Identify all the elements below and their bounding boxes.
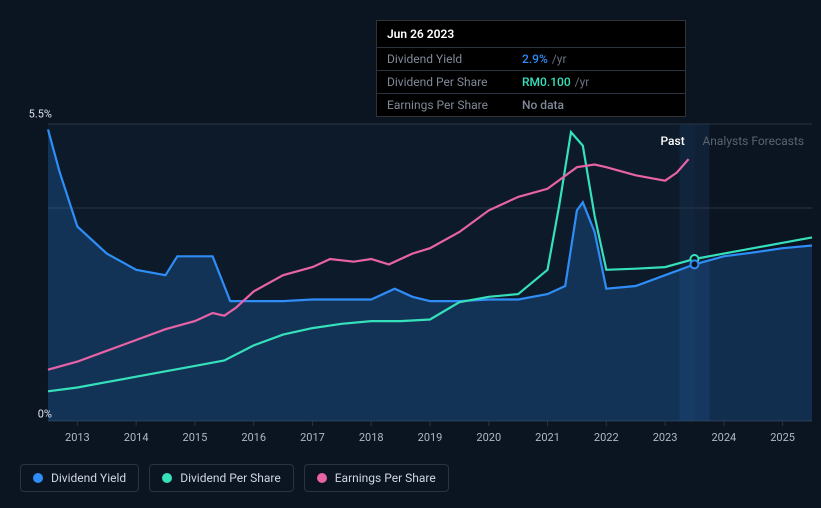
- tooltip-unit: /yr: [552, 52, 567, 66]
- x-axis-tick: 2022: [594, 431, 619, 444]
- tooltip-value: RM0.100: [522, 75, 571, 89]
- x-axis-tick: 2023: [653, 431, 678, 444]
- past-region-label: Past: [660, 134, 684, 148]
- legend-item-earnings-per-share[interactable]: Earnings Per Share: [304, 464, 449, 492]
- x-axis-tick: 2024: [711, 431, 736, 444]
- tooltip-label: Dividend Yield: [387, 52, 522, 66]
- tooltip-row-dividend-yield: Dividend Yield 2.9% /yr: [377, 48, 685, 71]
- legend-label: Dividend Per Share: [180, 471, 281, 485]
- x-axis-tick: 2015: [183, 431, 208, 444]
- x-axis-tick: 2019: [418, 431, 443, 444]
- y-axis-tick-min: 0%: [22, 408, 52, 421]
- x-axis-tick: 2013: [65, 431, 90, 444]
- legend-dot-icon: [162, 473, 172, 483]
- y-axis-tick-max: 5.5%: [22, 108, 52, 121]
- x-axis-tick: 2018: [359, 431, 384, 444]
- forecast-region-label: Analysts Forecasts: [702, 134, 804, 148]
- tooltip-value: 2.9%: [522, 52, 548, 66]
- x-axis-tick: 2025: [770, 431, 795, 444]
- x-axis-tick: 2014: [124, 431, 149, 444]
- legend-item-dividend-yield[interactable]: Dividend Yield: [20, 464, 139, 492]
- tooltip-row-dividend-per-share: Dividend Per Share RM0.100 /yr: [377, 71, 685, 94]
- legend-label: Earnings Per Share: [335, 471, 436, 485]
- chart-legend: Dividend Yield Dividend Per Share Earnin…: [20, 464, 449, 492]
- legend-dot-icon: [317, 473, 327, 483]
- hover-marker-dy: [690, 260, 698, 268]
- tooltip-label: Earnings Per Share: [387, 98, 522, 112]
- tooltip-unit: /yr: [575, 75, 590, 89]
- legend-dot-icon: [33, 473, 43, 483]
- legend-item-dividend-per-share[interactable]: Dividend Per Share: [149, 464, 294, 492]
- tooltip-date: Jun 26 2023: [377, 21, 685, 48]
- chart-tooltip: Jun 26 2023 Dividend Yield 2.9% /yr Divi…: [376, 20, 686, 117]
- legend-label: Dividend Yield: [51, 471, 126, 485]
- tooltip-row-earnings-per-share: Earnings Per Share No data: [377, 94, 685, 116]
- x-axis-tick: 2016: [241, 431, 266, 444]
- tooltip-label: Dividend Per Share: [387, 75, 522, 89]
- x-axis-tick: 2017: [300, 431, 325, 444]
- tooltip-value: No data: [522, 98, 564, 112]
- dividend-chart: Jun 26 2023 Dividend Yield 2.9% /yr Divi…: [0, 0, 821, 508]
- x-axis-tick: 2021: [535, 431, 560, 444]
- x-axis-tick: 2020: [476, 431, 501, 444]
